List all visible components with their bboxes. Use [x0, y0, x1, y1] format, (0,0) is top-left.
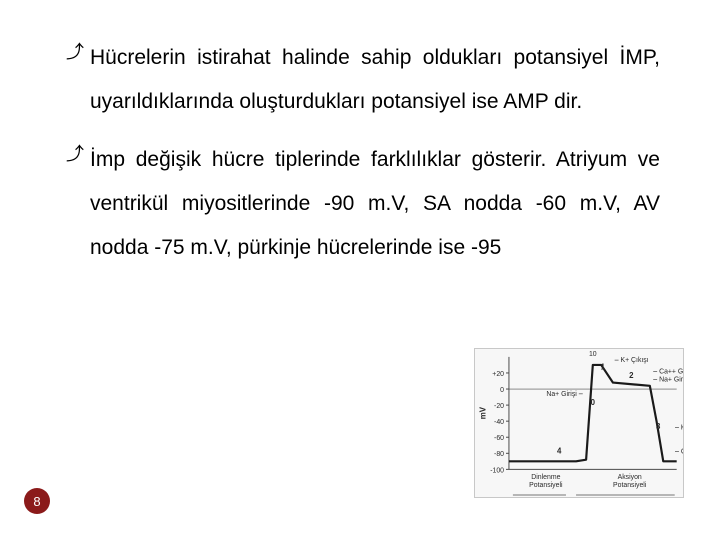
svg-text:Aksiyon: Aksiyon	[618, 474, 642, 481]
svg-text:Ca++ Girişi: Ca++ Girişi	[681, 449, 683, 456]
slide: ⤴ Hücrelerin istirahat halinde sahip old…	[0, 0, 720, 540]
svg-text:10: 10	[589, 351, 597, 358]
svg-text:1: 1	[601, 363, 606, 372]
svg-text:4: 4	[557, 446, 562, 455]
bullet-item: ⤴ Hücrelerin istirahat halinde sahip old…	[90, 36, 660, 124]
svg-text:-60: -60	[494, 435, 504, 442]
bullet-item: ⤴ İmp değişik hücre tiplerinde farklılık…	[90, 138, 660, 270]
svg-text:Na+ Girişi: Na+ Girişi	[546, 391, 577, 398]
svg-text:2: 2	[629, 371, 634, 380]
svg-text:Potansiyeli: Potansiyeli	[613, 482, 647, 489]
bullet-text: Hücrelerin istirahat halinde sahip olduk…	[90, 46, 660, 113]
svg-text:Ca++ Girişi: Ca++ Girişi	[659, 368, 683, 375]
bullet-glyph-icon: ⤴	[66, 43, 84, 61]
slide-body: ⤴ Hücrelerin istirahat halinde sahip old…	[90, 36, 660, 270]
svg-text:0: 0	[500, 387, 504, 394]
svg-text:0: 0	[591, 398, 596, 407]
svg-text:+20: +20	[492, 371, 504, 378]
svg-text:Potansiyeli: Potansiyeli	[529, 482, 563, 489]
svg-text:-40: -40	[494, 419, 504, 426]
svg-text:K+ Çıkışı: K+ Çıkışı	[621, 357, 649, 364]
svg-text:3: 3	[656, 422, 661, 431]
svg-text:-20: -20	[494, 403, 504, 410]
svg-text:Dinlenme: Dinlenme	[531, 474, 560, 481]
bullet-glyph-icon: ⤴	[66, 145, 84, 163]
svg-text:-100: -100	[490, 467, 504, 474]
svg-text:Na+ Girişi: Na+ Girişi	[659, 376, 683, 383]
bullet-text: İmp değişik hücre tiplerinde farklılıkla…	[90, 148, 660, 259]
svg-text:K+ Çıkışı: K+ Çıkışı	[681, 425, 683, 432]
page-number-badge: 8	[24, 488, 50, 514]
page-number: 8	[33, 494, 40, 509]
chart-svg: -100 -80 -60 -40 -20 0 +20 mV 10 0 1 2 3 4 Na+ Girişi K…	[475, 349, 683, 497]
svg-text:mV: mV	[478, 406, 487, 419]
action-potential-chart: -100 -80 -60 -40 -20 0 +20 mV 10 0 1 2 3 4 Na+ Girişi K…	[474, 348, 684, 498]
svg-text:-80: -80	[494, 451, 504, 458]
